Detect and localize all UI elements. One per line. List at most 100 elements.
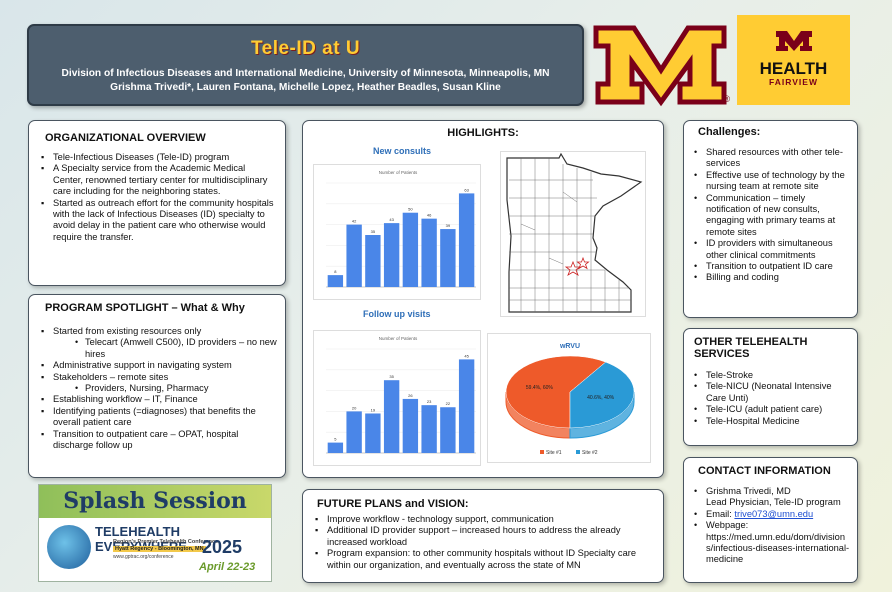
splash-tagline: Region's Premier Telehealth Conference — [113, 539, 219, 545]
list-item: Tele-Stroke — [692, 370, 849, 382]
minnesota-map — [500, 151, 646, 317]
contact-name: Grishma Trivedi, MD — [706, 486, 791, 496]
org-overview-title: ORGANIZATIONAL OVERVIEW — [45, 132, 206, 144]
bar-value-label: 45 — [464, 353, 469, 358]
list-item: Started from existing resources only — [39, 326, 277, 338]
follow-up-svg: Number of Patients 5 20 19 35 26 23 22 45 — [326, 336, 476, 454]
bar — [421, 218, 437, 287]
contact-role: Lead Physician, Tele-ID program — [706, 497, 841, 508]
future-panel: FUTURE PLANS and VISION: Improve workflo… — [302, 489, 664, 583]
bar — [402, 212, 419, 287]
bar-value-label: 43 — [389, 217, 394, 222]
bar-value-label: 8 — [334, 269, 337, 274]
pie-slice-label: 59.4%, 60% — [526, 385, 554, 391]
list-item: Shared resources with other tele-service… — [692, 147, 849, 170]
list-item: Stakeholders – remote sites — [39, 372, 277, 384]
logo-fairview-text: FAIRVIEW — [769, 77, 818, 87]
minnesota-map-icon — [506, 152, 643, 313]
list-item: Identifying patients (=diagnoses) that b… — [39, 406, 277, 429]
list-item: Communication – timely notification of n… — [692, 193, 849, 239]
maroon-m-icon — [775, 31, 812, 51]
bar-value-label: 5 — [334, 437, 337, 442]
bar — [346, 411, 362, 453]
list-item: ID providers with simultaneous other cli… — [692, 238, 849, 261]
legend-swatch — [576, 450, 580, 454]
splash-url: www.gptrac.org/conference — [113, 554, 174, 560]
bar — [458, 359, 475, 453]
splash-venue: Hyatt Regency - Bloomington, MN — [113, 546, 206, 552]
bar — [440, 407, 456, 453]
list-item: Additional ID provider support – increas… — [313, 525, 655, 548]
org-overview-panel: ORGANIZATIONAL OVERVIEW Tele-Infectious … — [28, 120, 286, 286]
org-overview-list: Tele-Infectious Diseases (Tele-ID) progr… — [39, 152, 277, 243]
highlights-panel: HIGHLIGHTS: New consults Number of Patie… — [302, 120, 664, 478]
spotlight-panel: PROGRAM SPOTLIGHT – What & Why Started f… — [28, 294, 286, 478]
splash-session-banner: Splash Session TELEHEALTH EVERYWHERE Reg… — [38, 484, 272, 582]
splash-title: Splash Session — [63, 488, 247, 514]
list-item: Tele-Infectious Diseases (Tele-ID) progr… — [39, 152, 277, 164]
bar-value-label: 26 — [408, 393, 413, 398]
new-consults-chart: Number of Patients 8 42 35 43 50 46 39 63 — [313, 164, 481, 300]
spotlight-list: Started from existing resources only Tel… — [39, 326, 277, 451]
list-item: Webpage: https://med.umn.edu/dom/divisio… — [692, 520, 851, 566]
highlights-title: HIGHLIGHTS: — [447, 127, 519, 139]
bar-value-label: 46 — [427, 213, 432, 218]
list-item: Billing and coding — [692, 272, 849, 284]
pie-slice — [505, 355, 607, 429]
bar-value-label: 35 — [371, 229, 376, 234]
email-link[interactable]: trive073@umn.edu — [734, 508, 814, 519]
list-item: Program expansion: to other community ho… — [313, 548, 655, 571]
bar — [383, 380, 400, 453]
bar — [458, 193, 475, 287]
poster-title: Tele-ID at U — [250, 38, 361, 59]
other-services-list: Tele-Stroke Tele-NICU (Neonatal Intensiv… — [692, 370, 849, 427]
bar — [327, 442, 344, 453]
bar — [327, 275, 344, 287]
bar-value-label: 35 — [389, 374, 394, 379]
legend-entry: Site #1 — [546, 450, 562, 456]
legend-swatch — [540, 450, 544, 454]
bar — [346, 224, 362, 287]
poster-authors: Grishma Trivedi*, Lauren Fontana, Michel… — [110, 82, 501, 93]
bar — [440, 229, 456, 287]
web-url[interactable]: https://med.umn.edu/dom/divisions/infect… — [706, 531, 850, 565]
bar-value-label: 22 — [446, 401, 451, 406]
chart-title: Number of Patients — [379, 170, 418, 175]
bar — [402, 398, 419, 453]
other-services-panel: OTHER TELEHEALTH SERVICES Tele-Stroke Te… — [683, 328, 858, 446]
challenges-list: Shared resources with other tele-service… — [692, 147, 849, 284]
legend-entry: Site #2 — [582, 450, 598, 456]
contact-title: CONTACT INFORMATION — [698, 465, 831, 477]
list-item: Email: trive073@umn.edu — [692, 508, 851, 521]
bar-value-label: 19 — [371, 407, 376, 412]
pie-title: wRVU — [559, 343, 580, 350]
list-item: Transition to outpatient care – OPAT, ho… — [39, 429, 277, 452]
web-label: Webpage: — [706, 520, 749, 531]
other-services-title: OTHER TELEHEALTH SERVICES — [694, 336, 808, 360]
follow-up-label: Follow up visits — [363, 309, 431, 319]
list-item: Providers, Nursing, Pharmacy — [39, 383, 277, 395]
list-item: Tele-ICU (adult patient care) — [692, 404, 849, 416]
challenges-title: Challenges: — [698, 126, 761, 138]
new-consults-svg: Number of Patients 8 42 35 43 50 46 39 63 — [326, 170, 476, 288]
future-list: Improve workflow - technology support, c… — [313, 514, 655, 571]
bar — [421, 405, 437, 453]
list-item: Establishing workflow – IT, Finance — [39, 394, 277, 406]
challenges-panel: Challenges: Shared resources with other … — [683, 120, 858, 318]
future-title: FUTURE PLANS and VISION: — [317, 498, 469, 510]
logo-health-text: HEALTH — [759, 59, 828, 78]
bar-value-label: 39 — [446, 223, 451, 228]
registered-mark: ® — [723, 94, 730, 104]
list-item: Transition to outpatient ID care — [692, 261, 849, 273]
splash-dates: April 22-23 — [199, 561, 256, 573]
pie-slice-label: 40.6%, 40% — [587, 395, 615, 401]
bar — [383, 223, 400, 287]
bar — [365, 235, 381, 287]
bar-value-label: 63 — [464, 187, 469, 192]
list-item: Telecart (Amwell C500), ID providers – n… — [39, 337, 277, 360]
umn-logo: ® — [592, 22, 730, 108]
poster-division: Division of Infectious Diseases and Inte… — [61, 68, 550, 79]
chart-title: Number of Patients — [379, 336, 418, 341]
wrvu-chart: wRVU 59.4%, 60% 40.6%, 40% Site #1 Site #2 — [487, 333, 651, 463]
bar-value-label: 42 — [352, 219, 357, 224]
